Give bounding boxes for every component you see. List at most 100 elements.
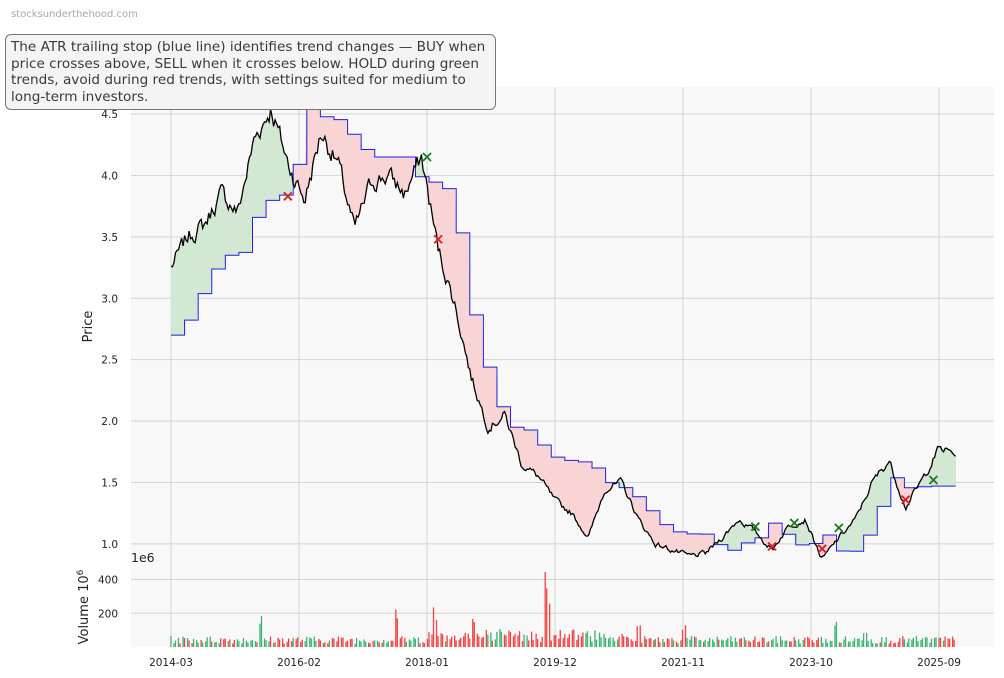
volume-bar (562, 638, 564, 647)
volume-bar (721, 639, 723, 647)
volume-bar (600, 637, 602, 647)
volume-bar (758, 641, 761, 647)
volume-bar (256, 642, 258, 647)
volume-bar (336, 641, 338, 647)
volume-bar (278, 639, 281, 647)
volume-bar (386, 642, 388, 647)
volume-bar (884, 642, 886, 647)
volume-bar (182, 636, 184, 647)
volume-bar (410, 640, 412, 647)
volume-bar (939, 637, 942, 647)
volume-bar (374, 640, 376, 647)
volume-bar (245, 640, 248, 647)
volume-bar (399, 638, 401, 647)
volume-bar (585, 633, 587, 647)
volume-bar (300, 641, 302, 647)
x-tick-label-6: 2025-09 (917, 657, 961, 669)
volume-bar (485, 629, 487, 647)
volume-bar (623, 636, 625, 647)
volume-bar (630, 639, 632, 647)
volume-tick-label-0: 200 (98, 608, 118, 620)
volume-bar (781, 640, 783, 647)
volume-bar (702, 641, 705, 647)
volume-bar (242, 638, 245, 647)
volume-bar (816, 640, 818, 647)
y-tick-label-3: 2.5 (101, 355, 118, 367)
volume-bar (383, 639, 385, 647)
volume-bar (505, 635, 507, 647)
volume-bar (802, 639, 804, 647)
volume-bar (571, 630, 574, 647)
volume-bar (699, 640, 702, 647)
volume-bar (446, 635, 448, 647)
volume-axis-exponent: 6 (76, 569, 86, 575)
volume-bar (205, 641, 207, 647)
volume-bar (392, 640, 394, 647)
volume-bar (775, 636, 777, 647)
volume-bar (953, 639, 955, 647)
volume-bar (236, 639, 238, 647)
volume-bar (616, 639, 619, 647)
sell-signal-marker (900, 495, 911, 505)
volume-bar (908, 638, 910, 647)
volume-bar (263, 638, 266, 647)
volume-bar (220, 638, 222, 647)
volume-bar (613, 641, 616, 647)
volume-bar (779, 636, 782, 647)
volume-bar (568, 634, 570, 647)
volume-bar (784, 640, 786, 647)
volume-bar (582, 632, 584, 647)
volume-bar (363, 639, 365, 647)
volume-bar (272, 642, 275, 647)
volume-bar (281, 638, 284, 647)
volume-bar (559, 630, 561, 647)
volume-bar (903, 639, 905, 647)
volume-bar (790, 641, 792, 647)
sell-signal-marker-stroke-b (433, 234, 443, 244)
volume-bar (813, 642, 815, 647)
volume-bar (757, 641, 759, 647)
volume-bar (929, 642, 931, 647)
volume-bar (481, 637, 483, 647)
volume-bar (476, 633, 478, 647)
volume-bar (328, 640, 331, 647)
volume-bar (677, 643, 679, 647)
volume-bar (259, 623, 261, 647)
volume-bar (944, 636, 946, 647)
volume-bar (472, 618, 474, 647)
volume-bar (785, 640, 788, 647)
volume-bar (689, 639, 691, 647)
volume-bar (517, 635, 519, 647)
volume-bar (731, 641, 733, 647)
volume-bar (871, 643, 874, 647)
price-line (170, 109, 957, 558)
volume-tick-label-1: 400 (98, 575, 118, 587)
volume-bar (540, 642, 542, 647)
x-tick-label-4: 2021-11 (661, 657, 705, 669)
volume-bar (734, 637, 736, 647)
y-tick-label-5: 3.5 (101, 232, 118, 244)
volume-bar (766, 642, 768, 647)
buy-signal-marker (834, 523, 844, 533)
volume-bar (627, 637, 629, 647)
volume-bar (933, 637, 936, 647)
volume-axis-label: Volume 106 (76, 569, 92, 644)
volume-bar (318, 638, 320, 647)
y-tick-label-1: 1.5 (101, 477, 118, 489)
volume-bar (458, 639, 460, 647)
volume-bar (659, 642, 661, 647)
volume-bar (607, 638, 610, 647)
annotation-box: The ATR trailing stop (blue line) identi… (5, 34, 496, 111)
volume-bar (795, 640, 797, 647)
volume-bar (378, 642, 380, 647)
volume-bar (645, 639, 647, 647)
volume-bar (573, 629, 575, 647)
volume-bar (301, 639, 303, 647)
volume-bar (820, 636, 822, 647)
volume-bar (241, 643, 243, 647)
volume-bar (653, 640, 655, 647)
volume-bar (460, 637, 462, 647)
volume-bar (899, 638, 901, 647)
volume-bar (453, 635, 456, 647)
